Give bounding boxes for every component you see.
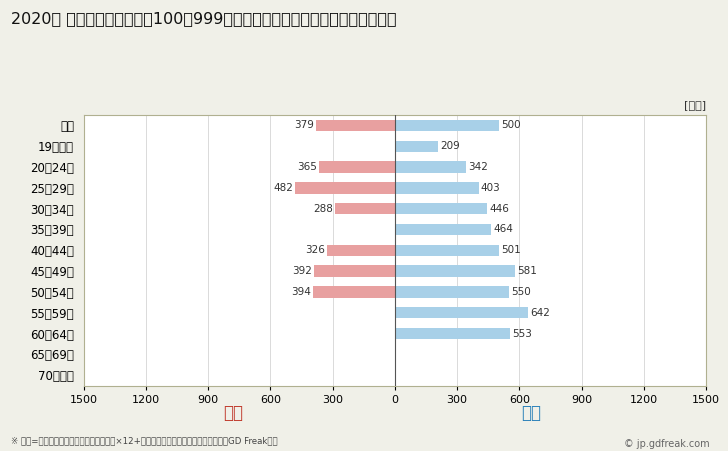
Text: 342: 342 bbox=[468, 162, 488, 172]
Bar bbox=[295, 182, 395, 193]
Text: 365: 365 bbox=[297, 162, 317, 172]
Text: 642: 642 bbox=[530, 308, 550, 318]
Text: 326: 326 bbox=[305, 245, 325, 255]
Text: [万円]: [万円] bbox=[684, 101, 706, 110]
Bar bbox=[395, 161, 466, 173]
Text: 446: 446 bbox=[489, 204, 510, 214]
Text: 500: 500 bbox=[501, 120, 521, 130]
Bar bbox=[395, 203, 488, 214]
Text: 482: 482 bbox=[273, 183, 293, 193]
Bar bbox=[335, 203, 395, 214]
Bar bbox=[395, 224, 491, 235]
Bar bbox=[313, 286, 395, 298]
Text: 581: 581 bbox=[518, 266, 537, 276]
Text: 403: 403 bbox=[480, 183, 500, 193]
Text: 392: 392 bbox=[292, 266, 312, 276]
Bar bbox=[395, 182, 478, 193]
Text: 288: 288 bbox=[313, 204, 333, 214]
Bar bbox=[395, 286, 509, 298]
Bar bbox=[395, 265, 515, 277]
Text: © jp.gdfreak.com: © jp.gdfreak.com bbox=[624, 439, 710, 449]
Text: 2020年 民間企業（従業者数100～999人）フルタイム労働者の男女別平均年収: 2020年 民間企業（従業者数100～999人）フルタイム労働者の男女別平均年収 bbox=[11, 11, 397, 26]
Bar bbox=[395, 244, 499, 256]
Text: 男性: 男性 bbox=[521, 404, 542, 422]
Bar bbox=[314, 265, 395, 277]
Bar bbox=[395, 141, 438, 152]
Text: 464: 464 bbox=[494, 225, 513, 235]
Text: 394: 394 bbox=[291, 287, 311, 297]
Bar bbox=[395, 120, 499, 131]
Bar bbox=[316, 120, 395, 131]
Bar bbox=[328, 244, 395, 256]
Text: ※ 年収=「きまって支給する現金給与額」×12+「年間賞与その他特別給与額」としてGD Freak推計: ※ 年収=「きまって支給する現金給与額」×12+「年間賞与その他特別給与額」とし… bbox=[11, 437, 277, 446]
Bar bbox=[395, 307, 528, 318]
Bar bbox=[395, 328, 510, 339]
Text: 209: 209 bbox=[440, 141, 460, 151]
Text: 553: 553 bbox=[512, 329, 531, 339]
Bar bbox=[319, 161, 395, 173]
Text: 501: 501 bbox=[501, 245, 521, 255]
Text: 女性: 女性 bbox=[223, 404, 243, 422]
Text: 379: 379 bbox=[294, 120, 314, 130]
Text: 550: 550 bbox=[511, 287, 531, 297]
